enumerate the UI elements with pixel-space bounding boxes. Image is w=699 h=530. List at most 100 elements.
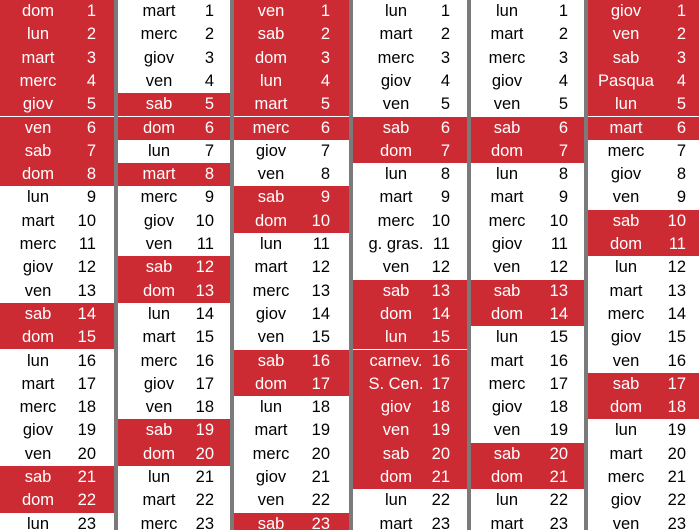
date-number: 22: [77, 491, 96, 510]
date-number: 5: [440, 95, 450, 114]
calendar-row-holiday: dom 7: [353, 139, 467, 164]
date-number: 9: [676, 188, 686, 207]
weekday-label: sab: [145, 258, 173, 277]
date-number: 2: [86, 25, 96, 44]
weekday-label: lun: [384, 328, 408, 347]
calendar-row: mart 17: [0, 373, 114, 396]
weekday-label: merc: [488, 374, 526, 393]
weekday-label: g. gras.: [368, 235, 424, 253]
weekday-label: ven: [145, 235, 173, 253]
calendar-row-holiday: ven 19: [353, 419, 467, 443]
weekday-label: lun: [614, 421, 638, 440]
weekday-label: merc: [607, 141, 645, 160]
date-number: 20: [667, 444, 686, 463]
weekday-label: lun: [614, 95, 638, 114]
date-number: 15: [549, 328, 568, 347]
weekday-label: mart: [142, 165, 176, 184]
weekday-label: giov: [255, 141, 287, 160]
calendar-row: merc 14: [588, 303, 699, 326]
calendar-row-holiday: dom 11: [588, 233, 699, 257]
calendar-row-holiday: dom 10: [234, 209, 349, 233]
weekday-label: dom: [379, 304, 413, 323]
calendar-row-holiday: sab 5: [118, 93, 230, 117]
calendar-row-holiday: giov 5: [0, 93, 114, 117]
calendar-row: mart 9: [471, 186, 584, 209]
date-number: 21: [77, 468, 96, 486]
calendar-row: ven 4: [118, 70, 230, 93]
calendar-row: merc 16: [118, 350, 230, 373]
date-number: 13: [311, 281, 330, 300]
weekday-label: dom: [379, 468, 413, 486]
weekday-label: ven: [257, 165, 285, 184]
date-number: 7: [440, 141, 450, 160]
calendar-row-holiday: ven 1: [234, 0, 349, 24]
date-number: 4: [440, 71, 450, 90]
date-number: 12: [77, 258, 96, 277]
weekday-label: ven: [493, 421, 521, 440]
date-number: 11: [550, 235, 568, 253]
weekday-label: sab: [257, 25, 285, 44]
weekday-label: sab: [382, 281, 410, 300]
weekday-label: merc: [607, 468, 645, 486]
date-number: 14: [77, 304, 96, 323]
weekday-label: lun: [384, 491, 408, 510]
weekday-label: giov: [143, 211, 175, 230]
weekday-label: dom: [490, 141, 524, 160]
date-number: 12: [549, 258, 568, 277]
date-number: 5: [676, 95, 686, 114]
weekday-label: dom: [254, 48, 288, 67]
date-number: 1: [320, 2, 330, 20]
calendar-row: merc 2: [118, 23, 230, 46]
calendar-row-holiday: dom 22: [0, 489, 114, 513]
calendar-row: giov 12: [0, 256, 114, 279]
calendar-row: lun 11: [234, 233, 349, 256]
weekday-label: lun: [147, 141, 171, 160]
date-number: 21: [431, 468, 450, 486]
date-number: 1: [86, 2, 96, 20]
weekday-label: lun: [495, 491, 519, 510]
date-number: 22: [431, 491, 450, 510]
calendar-row: ven 18: [118, 396, 230, 419]
date-number: 2: [558, 25, 568, 44]
weekday-label: giov: [610, 491, 642, 510]
date-number: 5: [86, 95, 96, 114]
weekday-label: dom: [142, 444, 176, 463]
weekday-label: ven: [612, 351, 640, 370]
weekday-label: ven: [24, 281, 52, 300]
weekday-label: mart: [379, 188, 413, 207]
calendar-row-holiday: sab 23: [234, 512, 349, 530]
calendar-row: merc 10: [353, 210, 467, 233]
calendar-row-holiday: sab 20: [471, 442, 584, 466]
calendar-row-holiday: giov 18: [353, 396, 467, 420]
calendar-row: lun 16: [0, 350, 114, 373]
date-number: 19: [667, 421, 686, 440]
weekday-label: mart: [609, 281, 643, 300]
date-number: 13: [195, 281, 214, 300]
weekday-label: dom: [21, 491, 55, 510]
calendar-row: ven 22: [234, 489, 349, 512]
weekday-label: lun: [495, 2, 519, 20]
weekday-label: mart: [142, 491, 176, 510]
date-number: 6: [86, 118, 96, 137]
weekday-label: giov: [22, 258, 54, 277]
date-number: 3: [440, 48, 450, 67]
date-number: 23: [195, 514, 214, 530]
weekday-label: mart: [254, 421, 288, 440]
date-number: 4: [676, 71, 686, 90]
calendar-row-holiday: dom 18: [588, 396, 699, 420]
weekday-label: merc: [140, 514, 178, 530]
weekday-label: ven: [493, 95, 521, 114]
date-number: 16: [667, 351, 686, 370]
date-number: 10: [549, 211, 568, 230]
date-number: 17: [549, 374, 568, 393]
weekday-label: giov: [380, 398, 412, 417]
weekday-label: mart: [490, 514, 524, 530]
calendar-row: giov 21: [234, 466, 349, 489]
weekday-label: ven: [24, 118, 52, 137]
calendar-row-holiday: sab 6: [353, 116, 467, 140]
weekday-label: mart: [254, 258, 288, 277]
weekday-label: S. Cen.: [368, 374, 424, 393]
date-number: 6: [440, 118, 450, 137]
date-number: 23: [311, 514, 330, 530]
weekday-label: mart: [490, 25, 524, 44]
